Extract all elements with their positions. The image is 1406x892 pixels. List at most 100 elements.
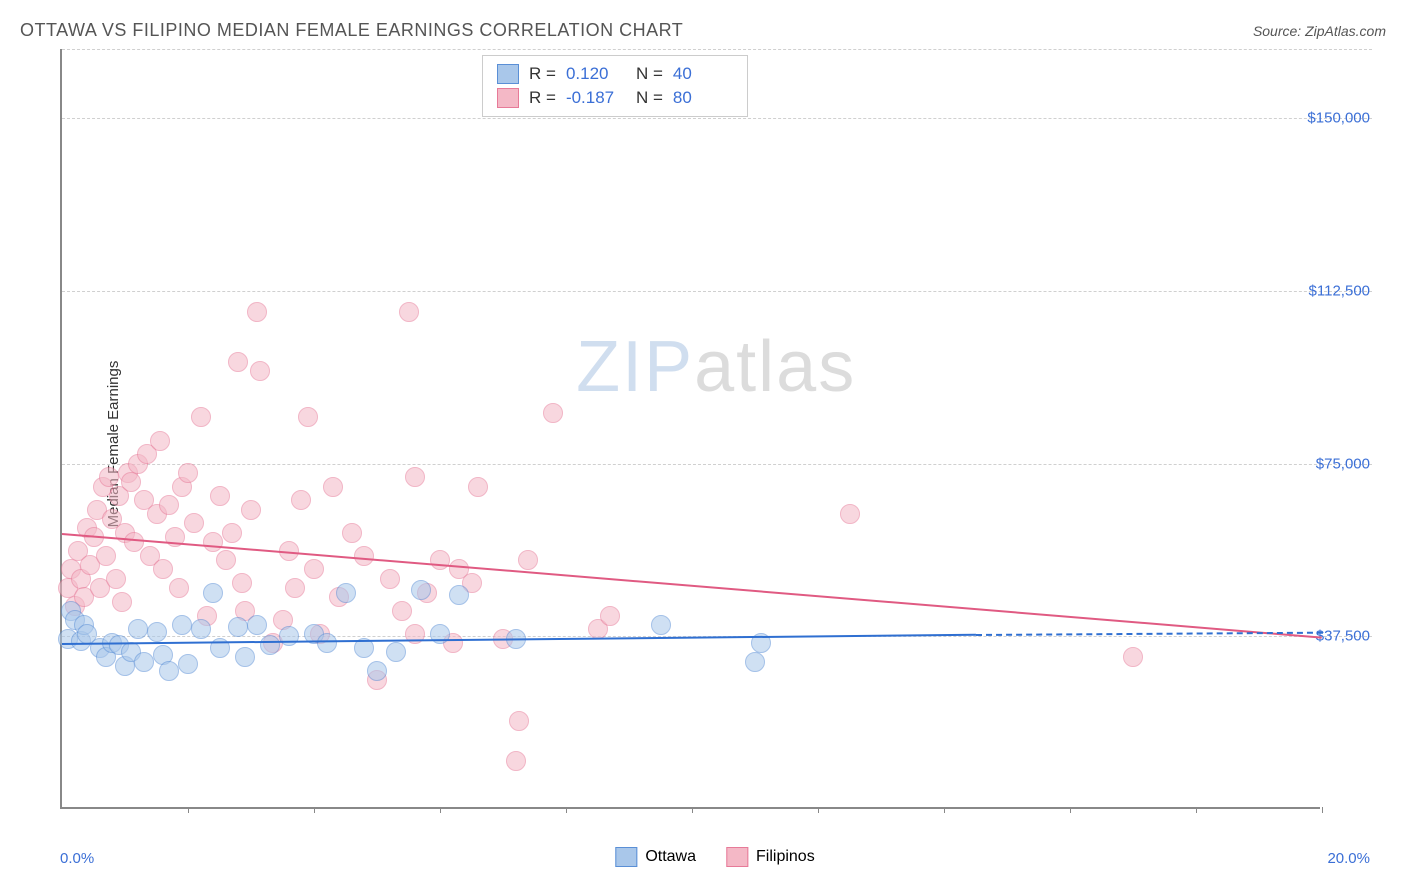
data-point-filipinos (1123, 647, 1143, 667)
data-point-filipinos (285, 578, 305, 598)
data-point-filipinos (99, 467, 119, 487)
corr-r-label: R = (529, 64, 556, 84)
data-point-ottawa (386, 642, 406, 662)
data-point-ottawa (336, 583, 356, 603)
data-point-ottawa (367, 661, 387, 681)
data-point-ottawa (147, 622, 167, 642)
data-point-ottawa (317, 633, 337, 653)
data-point-ottawa (228, 617, 248, 637)
correlation-legend: R = 0.120 N = 40 R = -0.187 N = 80 (482, 55, 748, 117)
data-point-filipinos (298, 407, 318, 427)
data-point-filipinos (509, 711, 529, 731)
xtick (1070, 807, 1071, 813)
data-point-filipinos (150, 431, 170, 451)
data-point-filipinos (228, 352, 248, 372)
data-point-filipinos (203, 532, 223, 552)
gridline (62, 464, 1372, 465)
swatch-filipinos (497, 88, 519, 108)
data-point-ottawa (745, 652, 765, 672)
xtick (1196, 807, 1197, 813)
data-point-filipinos (380, 569, 400, 589)
data-point-ottawa (235, 647, 255, 667)
data-point-filipinos (222, 523, 242, 543)
data-point-filipinos (247, 302, 267, 322)
data-point-filipinos (342, 523, 362, 543)
gridline (62, 49, 1372, 50)
data-point-filipinos (506, 751, 526, 771)
data-point-ottawa (247, 615, 267, 635)
xtick (566, 807, 567, 813)
swatch-ottawa (497, 64, 519, 84)
data-point-filipinos (241, 500, 261, 520)
data-point-filipinos (112, 592, 132, 612)
data-point-ottawa (134, 652, 154, 672)
data-point-ottawa (191, 619, 211, 639)
data-point-filipinos (354, 546, 374, 566)
data-point-filipinos (518, 550, 538, 570)
data-point-filipinos (96, 546, 116, 566)
data-point-filipinos (232, 573, 252, 593)
data-point-filipinos (191, 407, 211, 427)
ytick-label: $150,000 (1307, 110, 1370, 127)
data-point-filipinos (184, 513, 204, 533)
x-start-label: 0.0% (60, 850, 94, 867)
data-point-filipinos (399, 302, 419, 322)
corr-n-filipinos: 80 (673, 88, 733, 108)
data-point-filipinos (121, 472, 141, 492)
data-point-filipinos (323, 477, 343, 497)
data-point-ottawa (260, 635, 280, 655)
corr-n-ottawa: 40 (673, 64, 733, 84)
data-point-ottawa (449, 585, 469, 605)
data-point-ottawa (178, 654, 198, 674)
data-point-ottawa (172, 615, 192, 635)
data-point-filipinos (250, 361, 270, 381)
data-point-ottawa (651, 615, 671, 635)
data-point-filipinos (210, 486, 230, 506)
corr-n-label: N = (636, 64, 663, 84)
xtick (1322, 807, 1323, 813)
swatch-ottawa (615, 847, 637, 867)
data-point-ottawa (159, 661, 179, 681)
watermark-atlas: atlas (694, 327, 856, 407)
data-point-ottawa (203, 583, 223, 603)
data-point-filipinos (840, 504, 860, 524)
data-point-filipinos (169, 578, 189, 598)
data-point-filipinos (178, 463, 198, 483)
data-point-filipinos (405, 467, 425, 487)
watermark-zip: ZIP (576, 327, 694, 407)
xtick (692, 807, 693, 813)
gridline (62, 118, 1372, 119)
chart-container: OTTAWA VS FILIPINO MEDIAN FEMALE EARNING… (20, 20, 1386, 872)
xtick (188, 807, 189, 813)
data-point-filipinos (159, 495, 179, 515)
legend-label-filipinos: Filipinos (756, 848, 815, 866)
data-point-filipinos (153, 559, 173, 579)
data-point-filipinos (543, 403, 563, 423)
corr-r-label: R = (529, 88, 556, 108)
bottom-legend: Ottawa Filipinos (615, 847, 814, 867)
header-row: OTTAWA VS FILIPINO MEDIAN FEMALE EARNING… (20, 20, 1386, 41)
legend-item-ottawa: Ottawa (615, 847, 696, 867)
legend-item-filipinos: Filipinos (726, 847, 815, 867)
corr-row-filipinos: R = -0.187 N = 80 (497, 86, 733, 110)
data-point-filipinos (468, 477, 488, 497)
watermark: ZIPatlas (576, 326, 856, 408)
x-end-label: 20.0% (1327, 850, 1370, 867)
data-point-filipinos (392, 601, 412, 621)
swatch-filipinos (726, 847, 748, 867)
xtick (944, 807, 945, 813)
chart-title: OTTAWA VS FILIPINO MEDIAN FEMALE EARNING… (20, 20, 683, 41)
plot-wrapper: Median Female Earnings ZIPatlas R = 0.12… (60, 49, 1370, 839)
data-point-ottawa (128, 619, 148, 639)
corr-r-ottawa: 0.120 (566, 64, 626, 84)
source-label: Source: ZipAtlas.com (1253, 23, 1386, 39)
legend-label-ottawa: Ottawa (645, 848, 696, 866)
xtick (314, 807, 315, 813)
data-point-filipinos (304, 559, 324, 579)
xtick (440, 807, 441, 813)
data-point-filipinos (430, 550, 450, 570)
ytick-label: $37,500 (1316, 628, 1370, 645)
ytick-label: $75,000 (1316, 455, 1370, 472)
ytick-label: $112,500 (1309, 282, 1370, 299)
data-point-filipinos (216, 550, 236, 570)
